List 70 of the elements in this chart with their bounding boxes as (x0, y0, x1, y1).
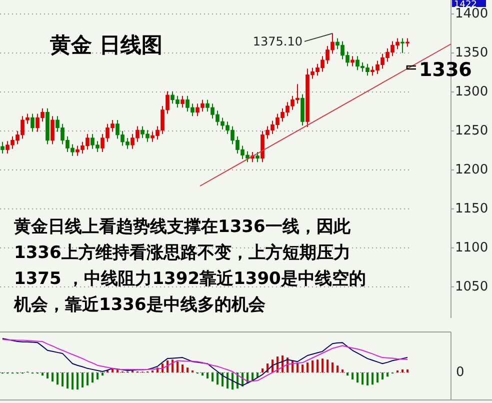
bar (326, 360, 328, 372)
y-tick-label: 1350 (455, 46, 488, 60)
y-tick-label: 1100 (455, 240, 488, 256)
bar (342, 369, 344, 372)
bar (86, 372, 88, 386)
bar (52, 372, 54, 382)
y-tick-label: 1250 (455, 123, 488, 138)
y-tick-label: 1150 (455, 201, 488, 216)
y-tick-label: 1050 (455, 279, 488, 294)
bar (216, 372, 218, 385)
bar (252, 372, 254, 380)
bar (76, 372, 78, 390)
bar (376, 372, 378, 383)
y-tick-label: 1200 (455, 162, 488, 178)
annotation: 1336上方维持看涨思路不变，上方短期压力 (14, 243, 350, 263)
bar (62, 372, 64, 386)
candlestick (256, 151, 260, 163)
bar (92, 372, 94, 383)
bar (182, 364, 184, 372)
bar (226, 372, 228, 388)
candlestick (50, 116, 54, 145)
bar (332, 362, 334, 372)
bar (352, 372, 354, 380)
bar (102, 372, 104, 376)
bar (72, 372, 74, 390)
bar (172, 360, 174, 372)
bar (262, 368, 264, 372)
bar (206, 372, 208, 378)
candlestick (350, 56, 354, 67)
bar (176, 361, 178, 372)
bar (232, 372, 234, 390)
bar (402, 369, 404, 372)
bar (312, 360, 314, 372)
text: 0 (456, 365, 464, 380)
annotation: 机会，靠近1336是中线多的机会 (13, 295, 266, 315)
bar (366, 372, 368, 386)
bar (306, 362, 308, 372)
bar (362, 372, 364, 385)
annotation: 1375 ，中线阻力1392靠近1390是中线空的 (14, 269, 366, 289)
bar (386, 372, 388, 377)
bar (202, 372, 204, 376)
y-tick-label: 1300 (455, 84, 488, 100)
bar (356, 372, 358, 383)
text: 1336 (419, 59, 472, 81)
bar (316, 360, 318, 372)
bar (186, 368, 188, 372)
text: 黄金 日线图 (49, 33, 162, 57)
candlestick (300, 94, 304, 126)
bar (322, 358, 324, 372)
bar (82, 372, 84, 388)
candlestick (30, 113, 34, 132)
bar (222, 372, 224, 386)
bar (212, 372, 214, 382)
bar (406, 369, 408, 372)
bar (346, 372, 348, 376)
y-tick-label: 1400 (455, 6, 488, 22)
bar (372, 372, 374, 385)
bar (336, 366, 338, 372)
candlestick (0, 141, 4, 154)
annotation: 1375.10 (252, 34, 302, 48)
candlestick (180, 95, 184, 108)
bar (96, 372, 98, 380)
annotation: 黄金日线上看趋势线支撑在1336一线，因此 (13, 217, 352, 237)
bar (56, 372, 58, 385)
bar (42, 372, 44, 376)
bar (46, 372, 48, 378)
candlestick (400, 38, 404, 54)
bar (382, 372, 384, 380)
bar (66, 372, 68, 388)
bar (302, 364, 304, 372)
